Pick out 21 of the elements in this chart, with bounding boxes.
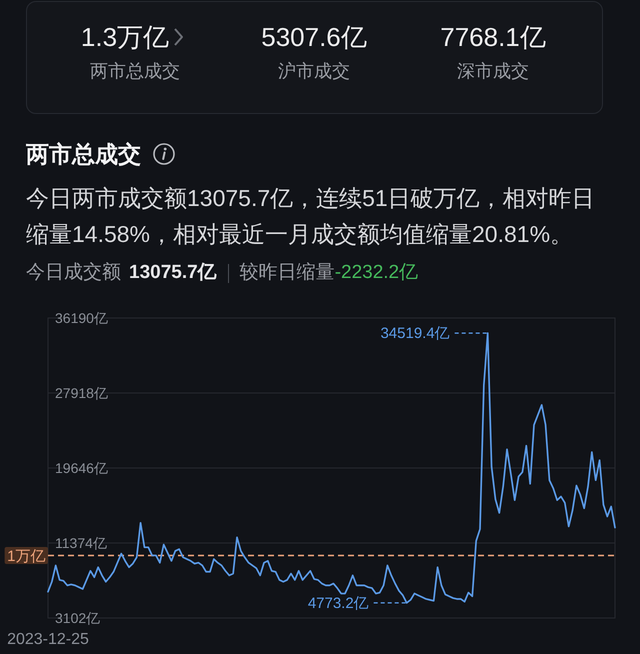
annotation: 34519.4亿 bbox=[380, 325, 450, 342]
y-tick-label: 27918亿 bbox=[55, 385, 108, 401]
text: 沪市成交 bbox=[278, 60, 350, 82]
text: 5307.6亿 bbox=[261, 22, 367, 52]
text: 1.3万亿 bbox=[80, 22, 170, 52]
text: -2232.2亿 bbox=[334, 261, 418, 285]
ref-line-label: 1万亿 bbox=[7, 548, 46, 565]
chart-subtitle: 今日两市成交额13075.7亿，连续51日破万亿，相对昨日缩量14.58%，相对最近一月成交额均值缩量20.81%。 bbox=[26, 184, 596, 249]
text: 7768.1亿 bbox=[440, 22, 546, 52]
x-tick-label: 2023-12-25 bbox=[7, 631, 90, 648]
y-tick-label: 19646亿 bbox=[55, 460, 108, 476]
y-tick-label: 11374亿 bbox=[55, 535, 107, 551]
text: 深市成交 bbox=[457, 60, 529, 82]
text: 今日成交额 bbox=[26, 261, 121, 285]
chart-title: 两市总成交 bbox=[26, 140, 141, 168]
annotation: 4773.2亿 bbox=[308, 594, 369, 612]
text: 较昨日缩量 bbox=[240, 261, 335, 285]
text: 13075.7亿 bbox=[129, 261, 217, 285]
y-tick-label: 3102亿 bbox=[55, 610, 100, 626]
text: 两市总成交 bbox=[90, 60, 180, 82]
y-tick-label: 36190亿 bbox=[55, 310, 108, 326]
